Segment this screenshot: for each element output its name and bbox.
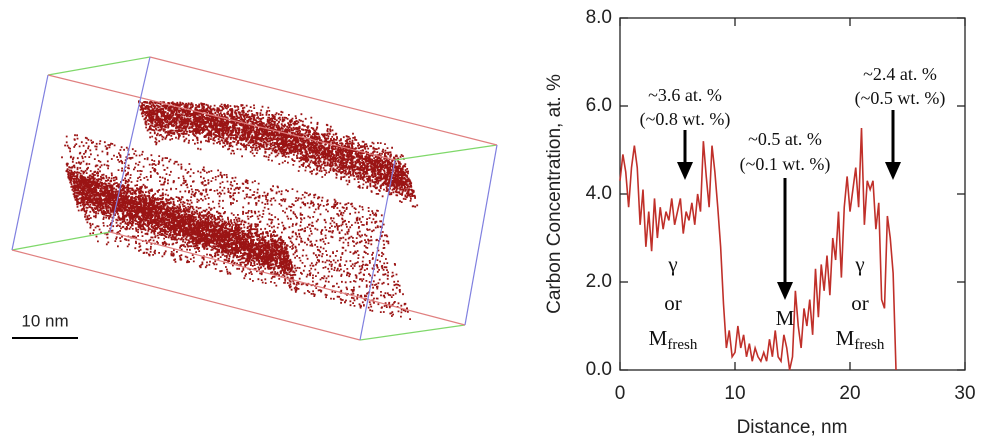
- x-tick-label: 0: [615, 383, 626, 404]
- annotation-text: or: [664, 291, 682, 315]
- annotation-text: ~2.4 at. %: [863, 64, 937, 84]
- atom-cloud: [61, 100, 419, 321]
- annotation: ~3.6 at. %: [648, 85, 722, 105]
- annotation: (~0.8 wt. %): [640, 109, 731, 130]
- annotation-text: ~3.6 at. %: [648, 85, 722, 105]
- annotation-text: (~0.1 wt. %): [740, 154, 831, 175]
- annotation: Mfresh: [836, 326, 885, 354]
- bounding-box: [11, 56, 498, 341]
- y-tick-label: 2.0: [586, 271, 612, 292]
- annotation-text: M: [836, 326, 855, 350]
- arrows: [677, 110, 901, 300]
- annotation-text: (~0.5 wt. %): [855, 88, 946, 109]
- annotation-text: ~0.5 at. %: [748, 129, 822, 149]
- annotation-text: M: [649, 326, 668, 350]
- annotation: M: [776, 306, 795, 330]
- y-tick-label: 4.0: [586, 183, 612, 204]
- x-tick-label: 10: [724, 383, 745, 404]
- annotation: or: [664, 291, 682, 315]
- y-axis-label: Carbon Concentration, at. %: [544, 74, 565, 314]
- atoms: [61, 100, 419, 321]
- annotation: ~2.4 at. %: [863, 64, 937, 84]
- annotation: ~0.5 at. %: [748, 129, 822, 149]
- annotation-text: γ: [667, 252, 677, 276]
- annotation: γ: [667, 252, 677, 276]
- annotation-text: (~0.8 wt. %): [640, 109, 731, 130]
- y-tick-label: 8.0: [586, 7, 612, 28]
- data-line: [619, 127, 897, 371]
- annotation: (~0.1 wt. %): [740, 154, 831, 175]
- annotation: Mfresh: [649, 326, 698, 354]
- x-axis-label: Distance, nm: [737, 417, 848, 438]
- x-tick-label: 30: [954, 383, 975, 404]
- x-tick-label: 20: [839, 383, 860, 404]
- y-tick-label: 0.0: [586, 359, 612, 380]
- annotation-text: γ: [854, 252, 864, 276]
- y-tick-label: 6.0: [586, 95, 612, 116]
- annotation: γ: [854, 252, 864, 276]
- annotation: (~0.5 wt. %): [855, 88, 946, 109]
- annotation-subscript: fresh: [854, 337, 884, 353]
- annotation: or: [851, 291, 869, 315]
- annotation-subscript: fresh: [667, 337, 697, 353]
- annotation-text: or: [851, 291, 869, 315]
- scale-bar-label: 10 nm: [21, 311, 68, 330]
- annotation-text: M: [776, 306, 795, 330]
